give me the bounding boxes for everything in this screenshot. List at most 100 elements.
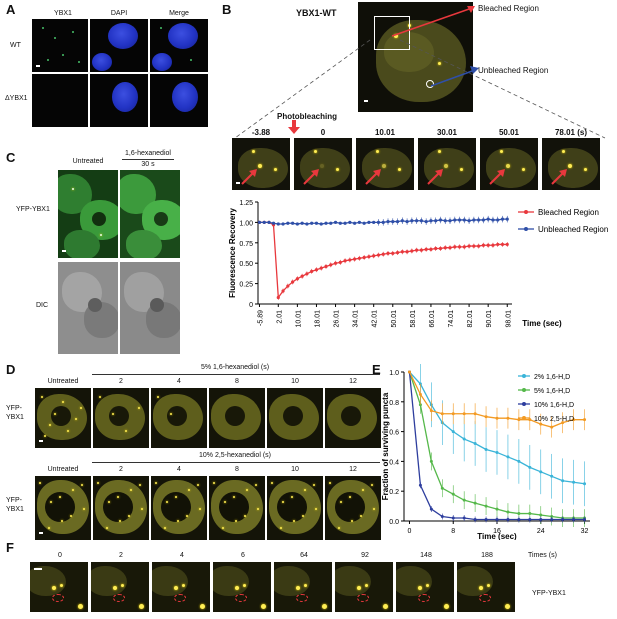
bleached-arrow-head bbox=[467, 6, 475, 13]
legend-label: Unbleached Region bbox=[538, 225, 608, 234]
c-yfp-treated-image bbox=[120, 170, 180, 258]
puncta bbox=[130, 489, 132, 491]
f-time-label: 4 bbox=[180, 552, 184, 559]
data-point bbox=[539, 470, 543, 474]
f-frame-image bbox=[396, 562, 454, 612]
data-point bbox=[276, 222, 280, 226]
b-timepoint-image bbox=[232, 138, 290, 190]
fusion-circle bbox=[235, 594, 247, 602]
data-point bbox=[429, 459, 433, 463]
puncta bbox=[224, 501, 226, 503]
c-row-dic: DIC bbox=[36, 302, 49, 309]
f-time-label: 92 bbox=[361, 552, 369, 559]
data-point bbox=[495, 518, 499, 522]
d-cell-image bbox=[35, 388, 91, 448]
puncta bbox=[175, 496, 177, 498]
puncta bbox=[70, 515, 72, 517]
data-point bbox=[419, 219, 423, 223]
data-point bbox=[291, 280, 295, 284]
data-point bbox=[440, 515, 444, 519]
d-cell-image bbox=[325, 388, 381, 448]
data-point bbox=[481, 243, 486, 247]
puncta bbox=[62, 401, 64, 403]
a-dybx1-ybx1-image bbox=[32, 74, 88, 127]
puncta bbox=[351, 520, 353, 522]
bleached-punctum bbox=[568, 164, 572, 168]
col-header-dapi: DAPI bbox=[110, 10, 128, 17]
data-point bbox=[324, 221, 328, 225]
red-arrow-icon bbox=[303, 169, 319, 185]
data-point bbox=[550, 518, 554, 522]
b-title: YBX1-WT bbox=[296, 8, 337, 18]
data-point bbox=[443, 246, 447, 250]
y-tick-label: 0 bbox=[249, 302, 253, 309]
f-time-label: 0 bbox=[58, 552, 62, 559]
fusion-circle bbox=[52, 594, 64, 602]
legend-marker bbox=[524, 227, 528, 231]
f-frame-image bbox=[457, 562, 515, 612]
data-point bbox=[395, 250, 400, 255]
puncta bbox=[280, 527, 282, 529]
puncta bbox=[373, 508, 375, 510]
data-point bbox=[491, 218, 495, 222]
data-point bbox=[496, 218, 500, 222]
y-tick-label: 0.4 bbox=[389, 459, 399, 466]
data-point bbox=[462, 245, 466, 249]
data-point bbox=[429, 219, 433, 223]
x-tick-label: 42.01 bbox=[372, 310, 379, 328]
fusion-circle bbox=[296, 594, 308, 602]
data-point bbox=[329, 263, 333, 267]
puncta bbox=[174, 586, 178, 590]
puncta bbox=[72, 489, 74, 491]
data-point bbox=[415, 248, 419, 252]
y-tick-label: 0.8 bbox=[389, 400, 399, 407]
puncta bbox=[304, 584, 307, 587]
puncta bbox=[41, 396, 43, 398]
puncta bbox=[49, 424, 51, 426]
data-point bbox=[453, 245, 457, 249]
puncta bbox=[235, 586, 239, 590]
f-time-label: 148 bbox=[420, 552, 432, 559]
puncta bbox=[81, 484, 83, 486]
series-line bbox=[259, 221, 508, 300]
c-col-untreated: Untreated bbox=[72, 158, 104, 165]
puncta bbox=[383, 604, 388, 609]
data-point bbox=[400, 250, 404, 254]
data-point bbox=[477, 218, 481, 222]
data-point bbox=[486, 217, 490, 221]
puncta bbox=[271, 482, 273, 484]
panel-label-e: E bbox=[372, 362, 381, 377]
data-point bbox=[472, 244, 476, 248]
f-time-label: 2 bbox=[119, 552, 123, 559]
data-point bbox=[353, 221, 357, 225]
data-point bbox=[451, 516, 455, 520]
data-point bbox=[348, 258, 352, 262]
puncta bbox=[186, 515, 188, 517]
data-point bbox=[381, 220, 385, 224]
row-label-dybx1: ΔYBX1 bbox=[5, 95, 28, 102]
data-point bbox=[386, 251, 390, 256]
puncta bbox=[365, 584, 368, 587]
x-tick-label: 10.01 bbox=[295, 310, 302, 328]
puncta bbox=[338, 527, 340, 529]
data-point bbox=[496, 242, 500, 247]
x-tick-label: 66.01 bbox=[429, 310, 436, 328]
d-cell-image bbox=[93, 476, 149, 540]
unbleached-arrow-head bbox=[470, 66, 479, 74]
puncta bbox=[426, 584, 429, 587]
puncta bbox=[117, 496, 119, 498]
data-point bbox=[467, 219, 471, 223]
data-point bbox=[429, 247, 433, 251]
data-point bbox=[528, 465, 532, 469]
puncta bbox=[329, 482, 331, 484]
puncta bbox=[177, 520, 179, 522]
f-row-label: YFP-YBX1 bbox=[532, 590, 566, 597]
data-point bbox=[410, 249, 414, 253]
f-frame-image bbox=[213, 562, 271, 612]
data-point bbox=[539, 513, 543, 517]
puncta bbox=[199, 508, 201, 510]
puncta bbox=[139, 484, 141, 486]
d-row1-divider bbox=[92, 374, 380, 375]
puncta bbox=[113, 586, 117, 590]
data-point bbox=[517, 512, 521, 516]
